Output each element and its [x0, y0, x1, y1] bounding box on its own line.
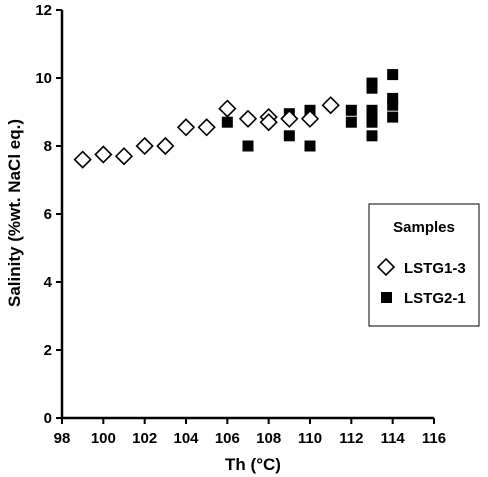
legend-label-series-2: LSTG2-1: [404, 290, 466, 307]
x-tick-label: 108: [256, 430, 281, 447]
legend-diamond-icon: [376, 257, 396, 277]
x-tick-label: 104: [173, 430, 199, 447]
data-point-square: [345, 116, 357, 128]
data-point-diamond: [114, 147, 134, 166]
data-point-square: [387, 99, 399, 111]
legend-label-series-1: LSTG1-3: [404, 260, 466, 277]
legend: Samples LSTG1-3 LSTG2-1: [368, 203, 480, 327]
data-point-square: [221, 116, 233, 128]
data-point-diamond: [73, 150, 92, 169]
y-tick-label: 8: [44, 138, 52, 155]
data-point-diamond: [321, 96, 340, 115]
data-point-diamond: [176, 118, 196, 137]
data-point-diamond: [280, 109, 299, 128]
x-tick-label: 114: [381, 430, 406, 447]
data-point-square: [387, 69, 399, 81]
y-axis-ticks: 0 2 4 6 8 10 12: [35, 2, 62, 427]
x-tick-label: 106: [215, 430, 240, 447]
y-tick-label: 2: [44, 342, 52, 359]
data-point-square: [283, 130, 295, 142]
data-point-square: [387, 111, 399, 123]
x-tick-label: 98: [54, 430, 71, 447]
y-axis-title: Salinity (%wt. NaCl eq.): [5, 119, 24, 307]
data-point-diamond: [259, 113, 278, 132]
y-tick-label: 12: [35, 2, 52, 19]
data-points: [73, 69, 399, 169]
y-tick-label: 10: [35, 70, 52, 87]
x-axis-ticks: 98 100 102 104 106 108 110 112 114 116: [54, 418, 446, 447]
y-tick-label: 6: [44, 206, 52, 223]
data-point-diamond: [197, 118, 216, 137]
data-point-diamond: [156, 136, 175, 156]
data-point-diamond: [135, 136, 154, 156]
data-point-square: [366, 130, 378, 142]
x-tick-label: 102: [132, 430, 157, 447]
legend-square-icon: [381, 292, 392, 303]
x-axis-title: Th (°C): [225, 455, 281, 474]
x-tick-label: 116: [422, 430, 446, 447]
x-tick-label: 110: [298, 430, 322, 447]
y-tick-label: 0: [44, 410, 52, 427]
data-point-square: [304, 140, 316, 152]
x-tick-label: 100: [91, 430, 116, 447]
plot-area: 98 100 102 104 106 108 110 112 114 116 0 2 4 6 8 10 12: [35, 2, 446, 447]
data-point-square: [242, 140, 254, 152]
data-point-diamond: [94, 145, 113, 164]
data-point-diamond: [238, 109, 258, 128]
data-point-square: [366, 82, 378, 94]
data-point-diamond: [300, 109, 320, 128]
data-point-square: [366, 116, 378, 128]
data-point-square: [366, 104, 378, 116]
x-tick-label: 112: [339, 430, 363, 447]
data-point-square: [345, 104, 357, 116]
legend-title: Samples: [393, 219, 455, 236]
y-tick-label: 4: [44, 274, 53, 291]
data-point-square: [387, 92, 399, 104]
data-point-diamond: [218, 99, 237, 118]
